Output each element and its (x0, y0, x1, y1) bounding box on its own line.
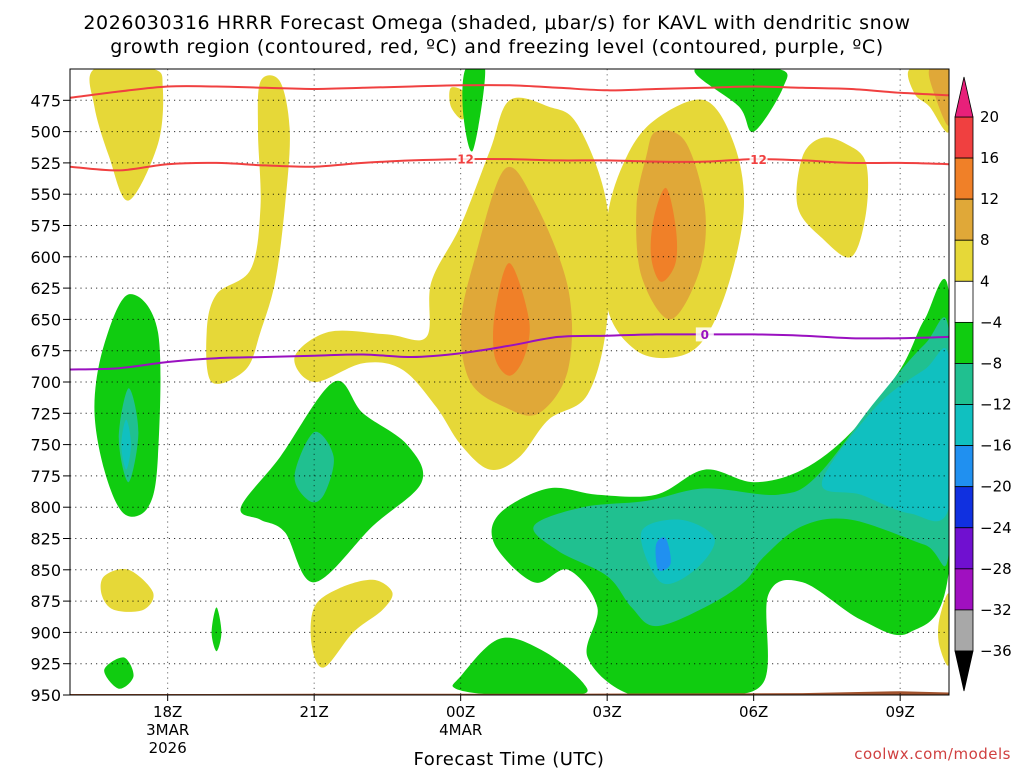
contour-label-1-1: 12 (750, 153, 767, 167)
x-axis-label: Forecast Time (UTC) (414, 749, 605, 768)
x-tick-date-18Z: 3MAR (146, 721, 189, 739)
colorbar-label-9: −20 (980, 478, 1012, 496)
colorbar-label-4: 4 (980, 272, 990, 290)
omega-region-21 (104, 657, 134, 689)
y-tick-label-475: 475 (30, 91, 61, 110)
colorbar-label-2: 12 (980, 190, 999, 208)
y-tick-label-875: 875 (30, 592, 61, 611)
omega-region-8 (310, 579, 393, 668)
y-tick-label-600: 600 (30, 248, 61, 267)
omega-region-24 (294, 431, 334, 503)
y-tick-label-575: 575 (30, 217, 61, 236)
omega-region-7 (100, 569, 154, 612)
omega-region-26 (121, 419, 131, 470)
omega-region-9 (938, 593, 949, 666)
colorbar-bin-8 (954, 445, 974, 488)
chart-title-line-2: growth region (contoured, red, ºC) and f… (110, 36, 884, 58)
contour-line-1 (70, 157, 949, 172)
colorbar-bin-5 (954, 321, 974, 364)
contour-line-2 (70, 333, 949, 371)
x-tick-label-18Z: 18Z (153, 703, 182, 721)
omega-region-2 (449, 87, 467, 120)
contour-label-bg-1-0 (456, 152, 475, 167)
omega-region-1 (206, 75, 290, 384)
omega-region-22 (211, 607, 222, 652)
x-tick-label-00Z: 00Z (446, 703, 475, 721)
y-tick-label-925: 925 (30, 655, 61, 674)
colorbar-bin-3 (954, 239, 974, 282)
colorbar-bin-10 (954, 527, 974, 570)
colorbar-bin-11 (954, 568, 974, 611)
y-tick-label-525: 525 (30, 154, 61, 173)
plot-area: 12 12 0 (69, 68, 950, 696)
y-tick-label-725: 725 (30, 404, 61, 423)
y-tick-label-625: 625 (30, 279, 61, 298)
colorbar-bin-7 (954, 404, 974, 447)
y-tick-label-800: 800 (30, 498, 61, 517)
chart-title-line-1: 2026030316 HRRR Forecast Omega (shaded, … (83, 12, 910, 34)
omega-region-14 (650, 187, 678, 282)
colorbar-label-11: −28 (980, 560, 1012, 578)
omega-region-20 (452, 637, 588, 695)
x-tick-label-06Z: 06Z (739, 703, 768, 721)
contour-label-2-0: 0 (701, 328, 709, 342)
omega-region-12 (928, 69, 949, 126)
colorbar-label-1: 16 (980, 149, 999, 167)
colorbar-bin-0 (954, 116, 974, 159)
colorbar: 20 16 12 8 4 −4 −8 −12 −16 −20 −24 −28 −32 −36 (954, 76, 1012, 692)
colorbar-label-3: 8 (980, 231, 990, 249)
contour-labels: 12 12 0 (456, 152, 768, 342)
y-tick-label-775: 775 (30, 467, 61, 486)
y-tick-label-900: 900 (30, 623, 61, 642)
contour-lines (70, 84, 949, 371)
omega-region-29 (655, 537, 671, 571)
contour-label-1-0: 12 (457, 153, 474, 167)
y-tick-label-700: 700 (30, 373, 61, 392)
y-tick-label-850: 850 (30, 561, 61, 580)
colorbar-label-6: −8 (980, 354, 1002, 372)
colorbar-bin-12 (954, 609, 974, 652)
y-tick-label-750: 750 (30, 436, 61, 455)
omega-region-19 (491, 278, 949, 695)
omega-region-5 (796, 137, 869, 258)
contour-label-bg-2-0 (695, 327, 714, 342)
colorbar-label-10: −24 (980, 519, 1012, 537)
omega-region-25 (533, 317, 949, 627)
y-axis: 475 500 525 550 575 600 625 650 675 700 725 750 775 8… (30, 91, 70, 705)
x-tick-label-03Z: 03Z (592, 703, 621, 721)
contour-label-bg-1-1 (749, 152, 768, 167)
colorbar-bin-1 (954, 157, 974, 200)
omega-shading (70, 69, 949, 695)
omega-region-28 (821, 348, 949, 522)
colorbar-bin-4 (954, 280, 974, 323)
contour-line-0 (70, 84, 949, 99)
x-tick-label-21Z: 21Z (299, 703, 328, 721)
colorbar-label-12: −32 (980, 601, 1012, 619)
y-tick-label-950: 950 (30, 686, 61, 705)
colorbar-over-arrow (954, 76, 974, 118)
y-tick-label-550: 550 (30, 185, 61, 204)
colorbar-under-arrow (954, 650, 974, 692)
colorbar-label-5: −4 (980, 313, 1002, 331)
omega-region-18 (240, 380, 424, 583)
omega-region-15 (462, 69, 486, 152)
colorbar-bin-9 (954, 486, 974, 529)
y-tick-label-675: 675 (30, 342, 61, 361)
x-tick-date-00Z: 4MAR (439, 721, 482, 739)
colorbar-bin-2 (954, 198, 974, 241)
colorbar-label-7: −12 (980, 396, 1012, 414)
colorbar-label-8: −16 (980, 437, 1012, 455)
colorbar-label-0: 20 (980, 108, 999, 126)
y-tick-label-825: 825 (30, 530, 61, 549)
credit-text: coolwx.com/models (854, 745, 1011, 763)
y-tick-label-500: 500 (30, 123, 61, 142)
colorbar-bin-6 (954, 363, 974, 405)
x-tick-year-18Z: 2026 (149, 739, 187, 757)
x-tick-label-09Z: 09Z (885, 703, 914, 721)
y-tick-label-650: 650 (30, 310, 61, 329)
colorbar-label-13: −36 (980, 642, 1012, 660)
